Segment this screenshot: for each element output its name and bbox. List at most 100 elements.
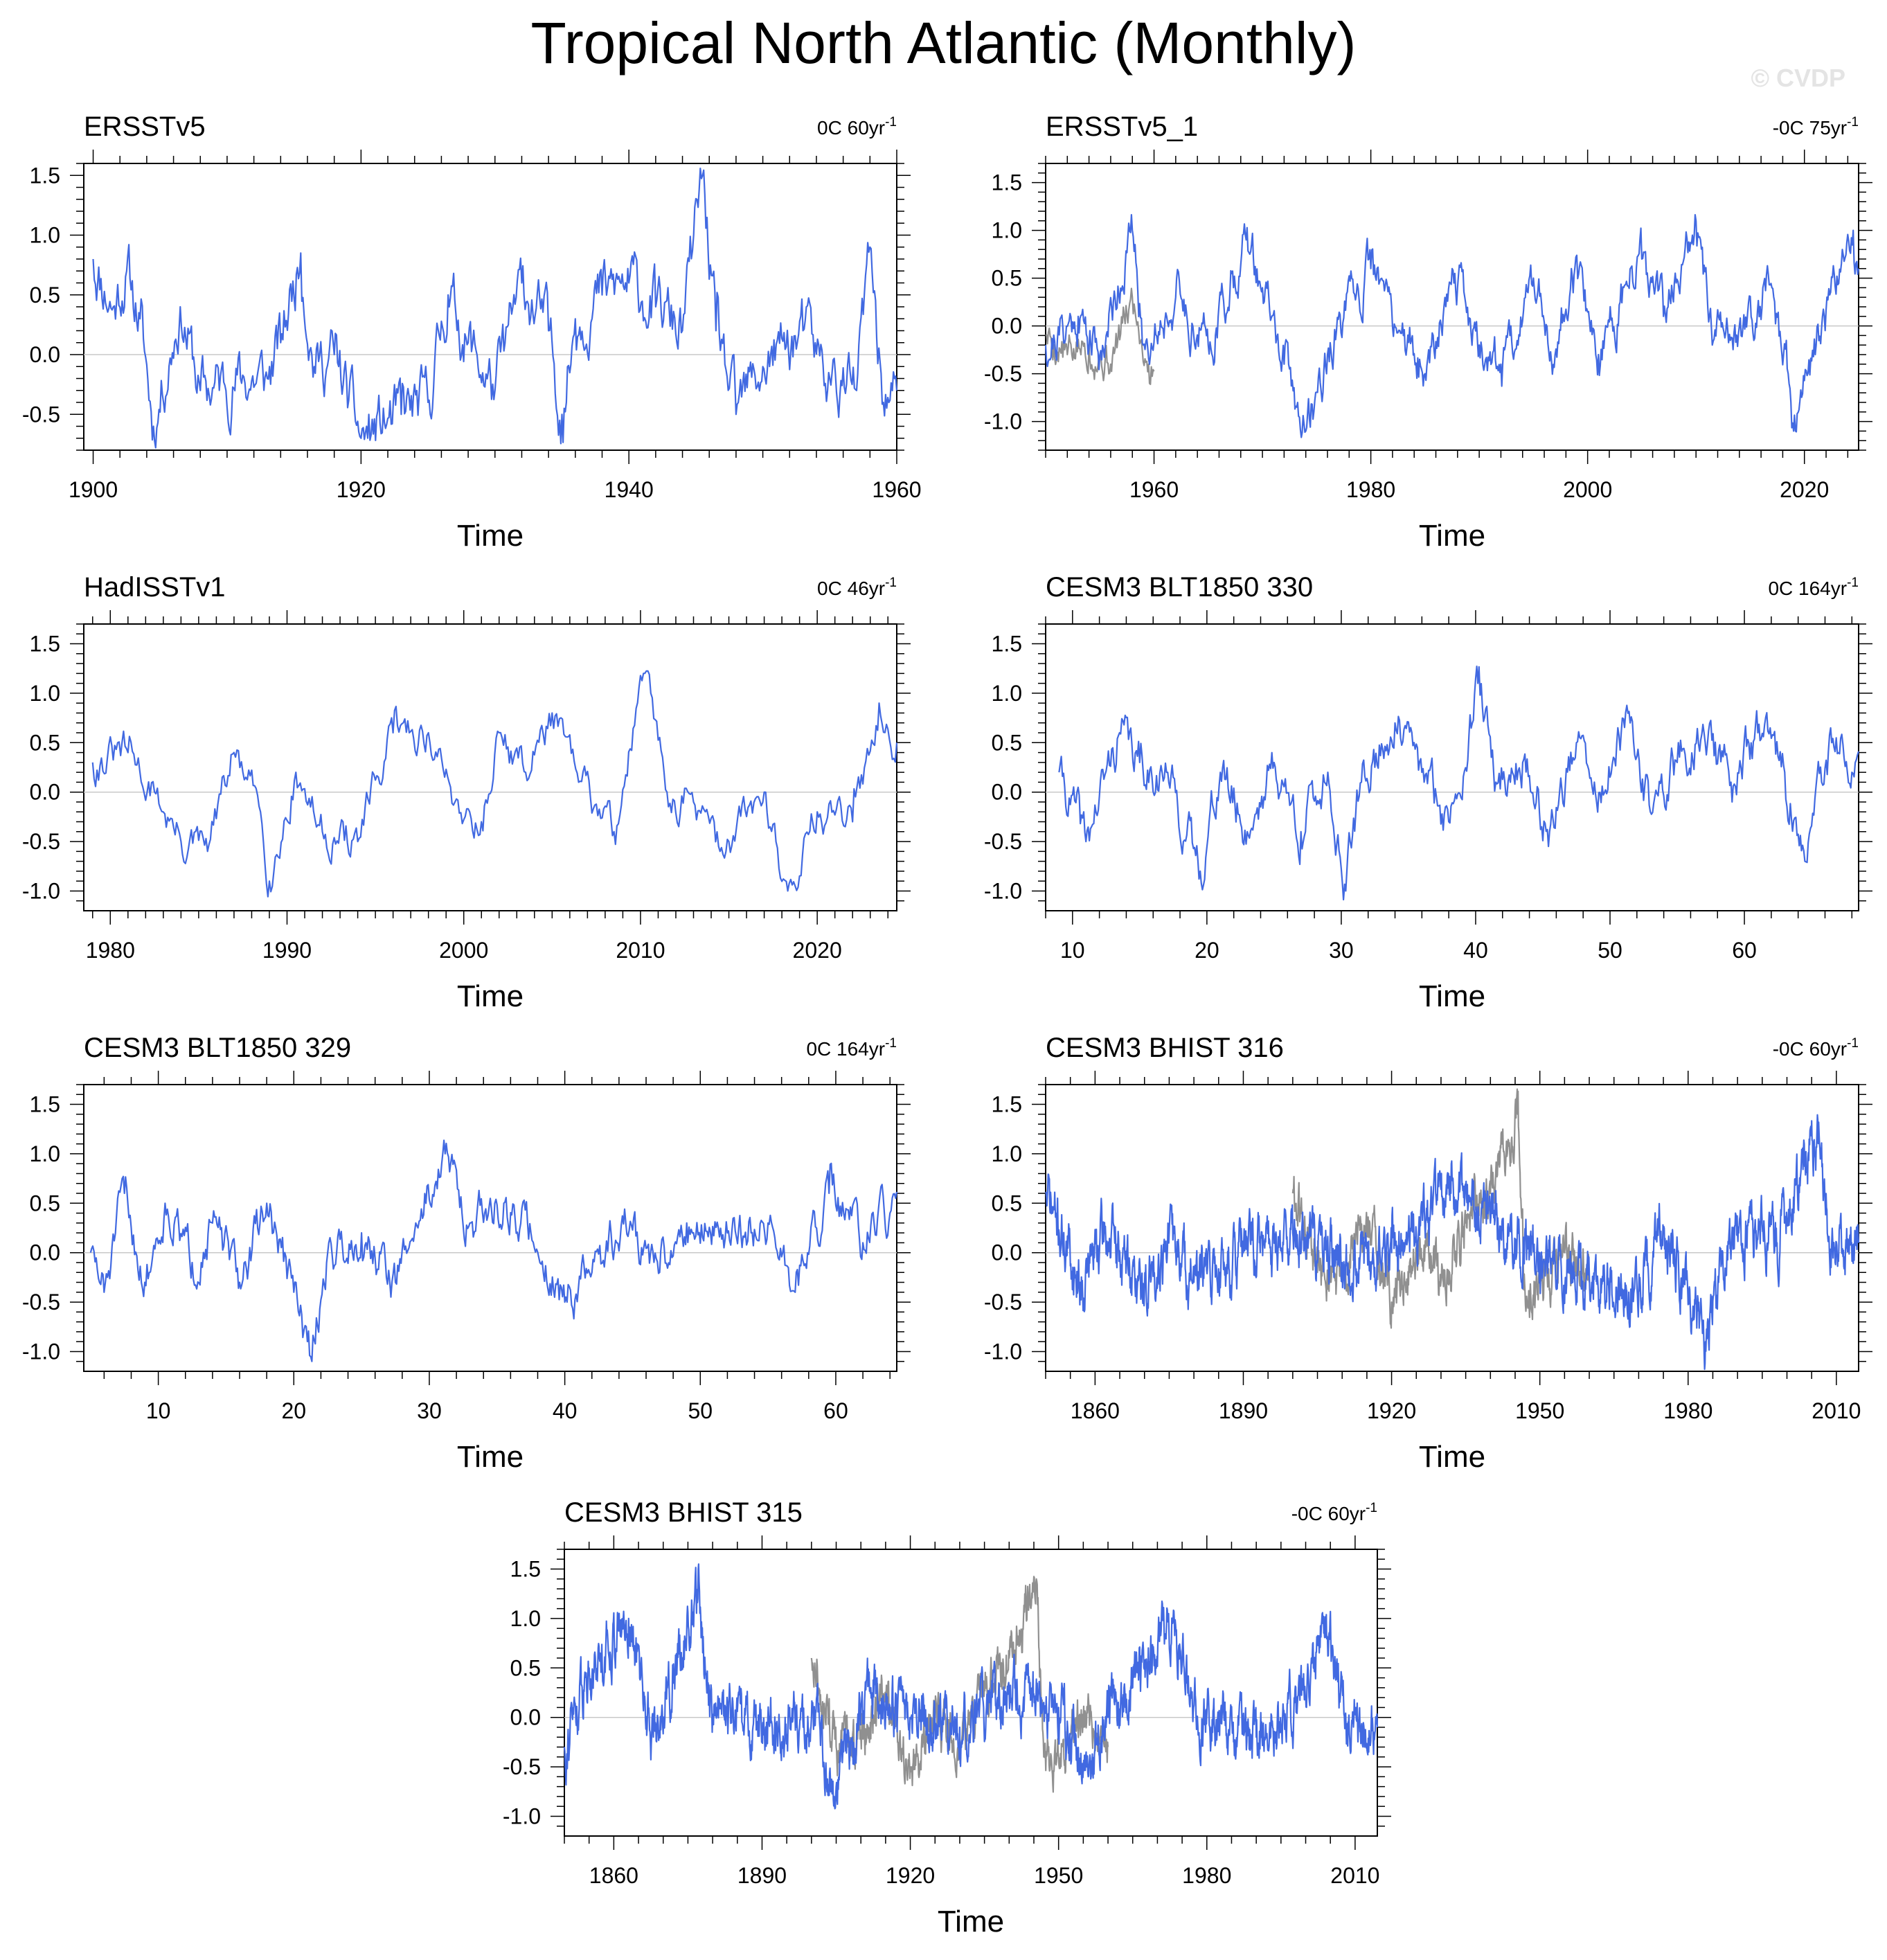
x-axis-label: Time xyxy=(1419,1440,1485,1474)
plot-frame xyxy=(83,623,897,911)
panel-7: -1.0 -0.5 0.0 0.5 1.0 1.5 1860 1890 1920 1950 1980… xyxy=(503,1497,1391,1939)
y-tick-label: 0.5 xyxy=(30,1191,60,1215)
y-tick-label: 1.5 xyxy=(992,632,1022,657)
y-tick-label: 1.0 xyxy=(30,681,60,706)
x-tick-label: 60 xyxy=(823,1398,848,1423)
trend-label-superscript: -1 xyxy=(885,1036,897,1051)
series-line xyxy=(91,670,898,898)
y-tick-label: -0.5 xyxy=(984,362,1022,386)
trend-label-superscript: -1 xyxy=(885,115,897,130)
plot-frame xyxy=(1045,163,1859,451)
x-tick-label: 50 xyxy=(1598,938,1622,963)
y-tick-label: -0.5 xyxy=(503,1754,541,1779)
y-tick-label: 1.5 xyxy=(30,632,60,657)
y-tick-label: 0.0 xyxy=(30,1240,60,1265)
y-tick-label: -0.5 xyxy=(22,829,60,854)
y-tick-label: 1.5 xyxy=(510,1557,541,1582)
y-tick-label: 1.5 xyxy=(30,163,60,188)
series-line xyxy=(1045,1114,1860,1371)
panel-5: -1.0 -0.5 0.0 0.5 1.0 1.5 10 20 30 40 50 60 Time CESM… xyxy=(22,1033,911,1474)
trend-label-superscript: -1 xyxy=(1847,1036,1859,1051)
panel-6: -1.0 -0.5 0.0 0.5 1.0 1.5 1860 1890 1920 1950 1980… xyxy=(984,1033,1872,1474)
x-tick-label: 2010 xyxy=(1330,1863,1379,1888)
y-tick-label: 0.0 xyxy=(992,780,1022,805)
trend-label: 0C 60yr-1 xyxy=(817,115,897,139)
panel-2: -1.0 -0.5 0.0 0.5 1.0 1.5 1960 1980 2000 2020 Time… xyxy=(984,112,1872,553)
trend-label-superscript: -1 xyxy=(1366,1501,1377,1515)
y-tick-label: 0.5 xyxy=(992,1191,1022,1215)
trend-label: 0C 164yr-1 xyxy=(806,1036,897,1060)
x-tick-label: 1890 xyxy=(1219,1398,1268,1423)
trend-label-superscript: -1 xyxy=(1847,115,1859,130)
y-tick-label: 0.0 xyxy=(992,314,1022,339)
trend-label: -0C 75yr-1 xyxy=(1773,115,1859,139)
x-tick-label: 40 xyxy=(1463,938,1488,963)
panel-title: CESM3 BHIST 315 xyxy=(564,1497,803,1528)
plot-frame xyxy=(83,163,897,451)
y-tick-label: -1.0 xyxy=(984,1339,1022,1364)
x-tick-label: 1960 xyxy=(872,477,921,502)
y-tick-label: -0.5 xyxy=(984,1290,1022,1315)
y-tick-label: 1.0 xyxy=(30,223,60,248)
x-tick-label: 2000 xyxy=(1563,477,1612,502)
x-axis-label: Time xyxy=(457,519,524,553)
y-tick-label: -1.0 xyxy=(984,409,1022,434)
y-tick-label: 1.5 xyxy=(992,1092,1022,1117)
y-tick-label: 1.0 xyxy=(992,218,1022,243)
panel-title: CESM3 BLT1850 329 xyxy=(84,1033,351,1063)
x-tick-label: 1990 xyxy=(262,938,312,963)
x-tick-label: 60 xyxy=(1732,938,1757,963)
trend-label: -0C 60yr-1 xyxy=(1773,1036,1859,1060)
y-tick-label: 0.5 xyxy=(30,730,60,755)
x-tick-label: 2010 xyxy=(1812,1398,1861,1423)
x-tick-label: 1980 xyxy=(1663,1398,1712,1423)
y-tick-label: 1.5 xyxy=(30,1092,60,1117)
y-tick-label: 0.5 xyxy=(30,283,60,308)
x-axis-label: Time xyxy=(1419,979,1485,1013)
panel-title: ERSSTv5_1 xyxy=(1046,112,1198,142)
series-line xyxy=(563,1563,1379,1810)
y-tick-label: 0.0 xyxy=(30,342,60,367)
y-tick-label: -1.0 xyxy=(22,878,60,903)
y-tick-label: 0.5 xyxy=(992,730,1022,755)
y-tick-label: 0.5 xyxy=(510,1655,541,1680)
x-tick-label: 1980 xyxy=(86,938,135,963)
panel-title: HadISSTv1 xyxy=(84,572,226,603)
y-tick-label: 0.0 xyxy=(30,780,60,805)
watermark: © CVDP xyxy=(1751,64,1845,92)
trend-label-superscript: -1 xyxy=(885,576,897,590)
x-tick-label: 1960 xyxy=(1129,477,1179,502)
x-tick-label: 1980 xyxy=(1346,477,1395,502)
y-tick-label: 1.5 xyxy=(992,170,1022,195)
y-tick-label: -0.5 xyxy=(22,402,60,427)
x-tick-label: 50 xyxy=(688,1398,713,1423)
y-tick-label: 1.0 xyxy=(30,1141,60,1166)
trend-label-superscript: -1 xyxy=(1847,576,1859,590)
y-tick-label: 0.0 xyxy=(510,1705,541,1730)
y-tick-label: 1.0 xyxy=(992,1141,1022,1166)
x-axis-label: Time xyxy=(1419,519,1485,553)
series-line xyxy=(89,1139,898,1362)
y-tick-label: -0.5 xyxy=(984,829,1022,854)
plot-frame xyxy=(564,1549,1378,1837)
figure-title: Tropical North Atlantic (Monthly) xyxy=(530,10,1357,75)
series-line xyxy=(1058,666,1860,901)
x-tick-label: 1950 xyxy=(1515,1398,1564,1423)
panel-4: -1.0 -0.5 0.0 0.5 1.0 1.5 10 20 30 40 50 60 Time CESM… xyxy=(984,572,1872,1013)
x-tick-label: 1900 xyxy=(69,477,118,502)
series-line xyxy=(92,168,898,449)
x-axis-label: Time xyxy=(457,1440,524,1474)
x-tick-label: 20 xyxy=(281,1398,306,1423)
x-tick-label: 30 xyxy=(417,1398,442,1423)
y-tick-label: -1.0 xyxy=(22,1339,60,1364)
x-tick-label: 40 xyxy=(553,1398,578,1423)
x-tick-label: 2010 xyxy=(616,938,665,963)
x-tick-label: 1890 xyxy=(737,1863,787,1888)
x-tick-label: 1950 xyxy=(1034,1863,1083,1888)
panel-title: ERSSTv5 xyxy=(84,112,206,142)
trend-label: -0C 60yr-1 xyxy=(1291,1501,1377,1524)
panel-title: CESM3 BHIST 316 xyxy=(1046,1033,1284,1063)
x-tick-label: 2000 xyxy=(439,938,488,963)
y-tick-label: 1.0 xyxy=(510,1606,541,1631)
x-tick-label: 30 xyxy=(1329,938,1354,963)
